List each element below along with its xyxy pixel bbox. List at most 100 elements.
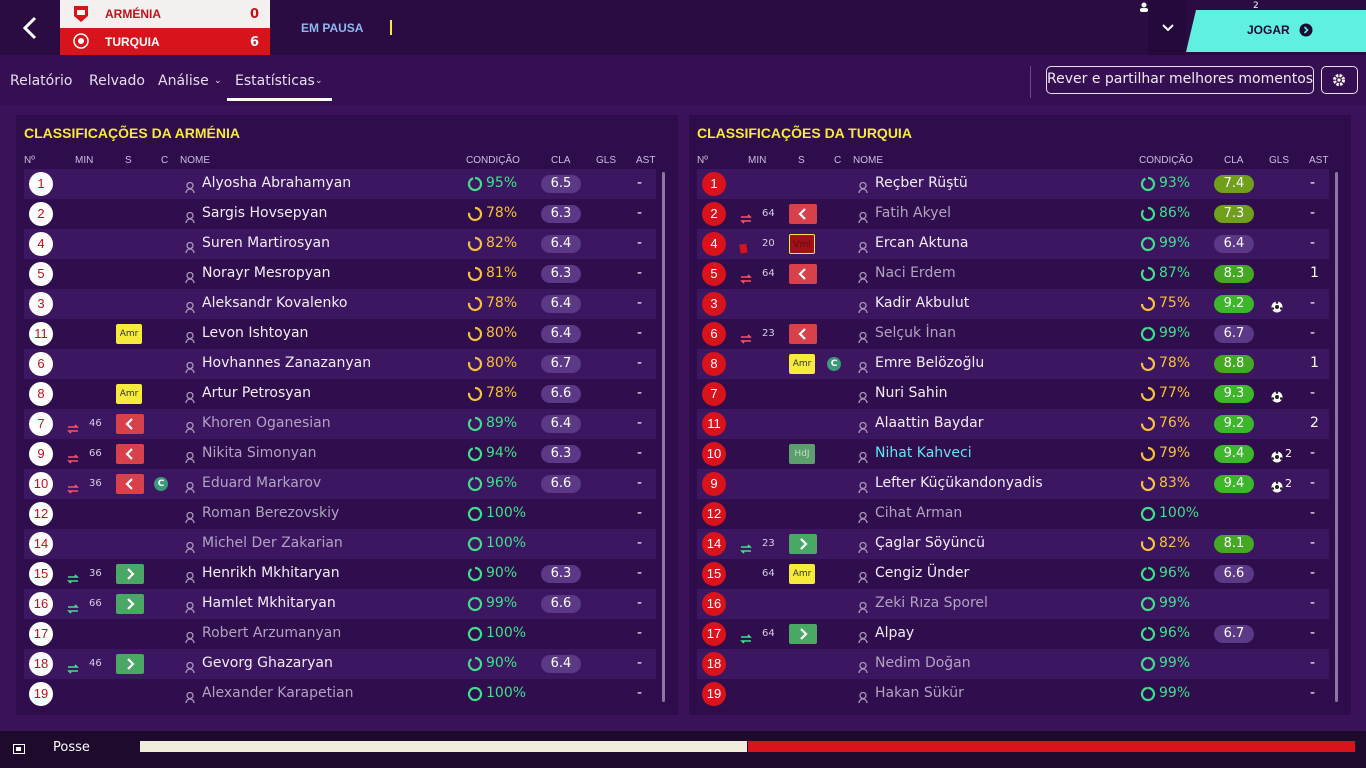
condition-icon	[467, 476, 483, 496]
back-button[interactable]	[20, 16, 40, 40]
player-name[interactable]: Nuri Sahin	[875, 385, 948, 401]
player-icon	[185, 598, 195, 617]
play-button[interactable]	[1186, 10, 1366, 52]
shirt-number: 3	[29, 292, 53, 316]
sub-badge	[789, 324, 817, 344]
player-name[interactable]: Fatih Akyel	[875, 205, 952, 221]
assists: -	[1310, 325, 1316, 341]
rating: 9.2	[1214, 295, 1254, 313]
player-icon	[858, 178, 868, 197]
rating: 6.4	[541, 415, 581, 433]
player-name[interactable]: Roman Berezovskiy	[202, 505, 340, 521]
condition-icon	[467, 296, 483, 316]
column-header: S	[125, 155, 132, 166]
player-name[interactable]: Ercan Aktuna	[875, 235, 969, 251]
tab-chevron: ⌄	[315, 76, 323, 86]
condition-icon	[467, 446, 483, 466]
column-header: Nº	[697, 155, 708, 166]
condition-icon	[1140, 296, 1156, 316]
player-name[interactable]: Cihat Arman	[875, 505, 963, 521]
goal-icon	[1271, 388, 1283, 407]
condition-icon	[467, 656, 483, 676]
shirt-number: 15	[29, 562, 53, 586]
condition: 82%	[486, 235, 518, 251]
divider	[1030, 66, 1031, 98]
settings-button[interactable]	[1321, 66, 1358, 94]
column-header: CLA	[1224, 155, 1244, 166]
player-name[interactable]: Alyosha Abrahamyan	[202, 175, 352, 191]
player-name[interactable]: Çaglar Söyüncü	[875, 535, 985, 551]
player-name[interactable]: Eduard Markarov	[202, 475, 322, 491]
player-name[interactable]: Lefter Küçükandonyadis	[875, 475, 1043, 491]
sub-minute: 66	[89, 448, 102, 459]
nav-tab[interactable]: Estatísticas	[235, 73, 315, 89]
sub-badge	[116, 564, 144, 584]
nav-tab[interactable]: Relvado	[89, 73, 145, 89]
scrollbar	[1335, 172, 1338, 702]
player-name[interactable]: Nedim Doğan	[875, 655, 971, 671]
highlights-button[interactable]: Rever e partilhar melhores momentos	[1046, 66, 1314, 94]
nav-tab[interactable]: Análise	[158, 73, 209, 89]
condition-icon	[1140, 656, 1156, 676]
condition-icon	[467, 236, 483, 256]
player-name[interactable]: Emre Belözoğlu	[875, 355, 985, 371]
assists: -	[1310, 445, 1316, 461]
player-name[interactable]: Nihat Kahveci	[875, 445, 972, 461]
assists: -	[637, 655, 643, 671]
goal-icon	[1271, 298, 1283, 317]
shirt-number: 8	[29, 382, 53, 406]
progress-marker	[390, 20, 392, 35]
active-tab-underline	[227, 98, 332, 101]
condition: 99%	[1159, 655, 1191, 671]
player-name[interactable]: Henrikh Mkhitaryan	[202, 565, 340, 581]
column-header: AST	[636, 155, 656, 166]
player-name[interactable]: Hamlet Mkhitaryan	[202, 595, 336, 611]
player-name[interactable]: Alpay	[875, 625, 915, 641]
dropdown[interactable]	[1148, 0, 1186, 55]
sub-minute: 36	[89, 478, 102, 489]
player-name[interactable]: Suren Martirosyan	[202, 235, 330, 251]
home-score-row	[60, 0, 270, 28]
player-name[interactable]: Selçuk İnan	[875, 325, 956, 341]
sub-minute: 23	[762, 328, 775, 339]
goal-count: 2	[1285, 447, 1292, 460]
condition-icon	[467, 266, 483, 286]
player-name[interactable]: Hovhannes Zanazanyan	[202, 355, 372, 371]
play-label[interactable]: JOGAR	[1247, 23, 1290, 37]
rating: 6.7	[541, 355, 581, 373]
player-name[interactable]: Gevorg Ghazaryan	[202, 655, 333, 671]
player-name[interactable]: Khoren Oganesian	[202, 415, 331, 431]
away-crest	[73, 33, 89, 49]
condition: 79%	[1159, 445, 1191, 461]
player-name[interactable]: Cengiz Ünder	[875, 565, 970, 581]
player-name[interactable]: Robert Arzumanyan	[202, 625, 342, 641]
player-icon	[185, 508, 195, 527]
condition: 95%	[486, 175, 518, 191]
nav-tab[interactable]: Relatório	[10, 73, 73, 89]
column-header: C	[161, 155, 169, 166]
player-name[interactable]: Artur Petrosyan	[202, 385, 311, 401]
player-name[interactable]: Sargis Hovsepyan	[202, 205, 328, 221]
player-name[interactable]: Michel Der Zakarian	[202, 535, 343, 551]
player-icon	[858, 208, 868, 227]
player-name[interactable]: Kadir Akbulut	[875, 295, 970, 311]
player-name[interactable]: Alaattin Baydar	[875, 415, 984, 431]
player-name[interactable]: Hakan Sükür	[875, 685, 964, 701]
player-name[interactable]: Nikita Simonyan	[202, 445, 317, 461]
player-name[interactable]: Zeki Rıza Sporel	[875, 595, 988, 611]
player-name[interactable]: Aleksandr Kovalenko	[202, 295, 348, 311]
condition-icon	[1140, 476, 1156, 496]
shirt-number: 18	[702, 652, 726, 676]
player-name[interactable]: Alexander Karapetian	[202, 685, 354, 701]
player-name[interactable]: Norayr Mesropyan	[202, 265, 331, 281]
player-name[interactable]: Levon Ishtoyan	[202, 325, 309, 341]
event-icon	[66, 449, 80, 468]
player-name[interactable]: Naci Erdem	[875, 265, 956, 281]
assists: -	[637, 685, 643, 701]
sub-minute: 46	[89, 658, 102, 669]
shirt-number: 15	[702, 562, 726, 586]
shirt-number: 12	[702, 502, 726, 526]
player-name[interactable]: Reçber Rüştü	[875, 175, 968, 191]
sub-minute: 23	[762, 538, 775, 549]
condition-icon	[1140, 446, 1156, 466]
